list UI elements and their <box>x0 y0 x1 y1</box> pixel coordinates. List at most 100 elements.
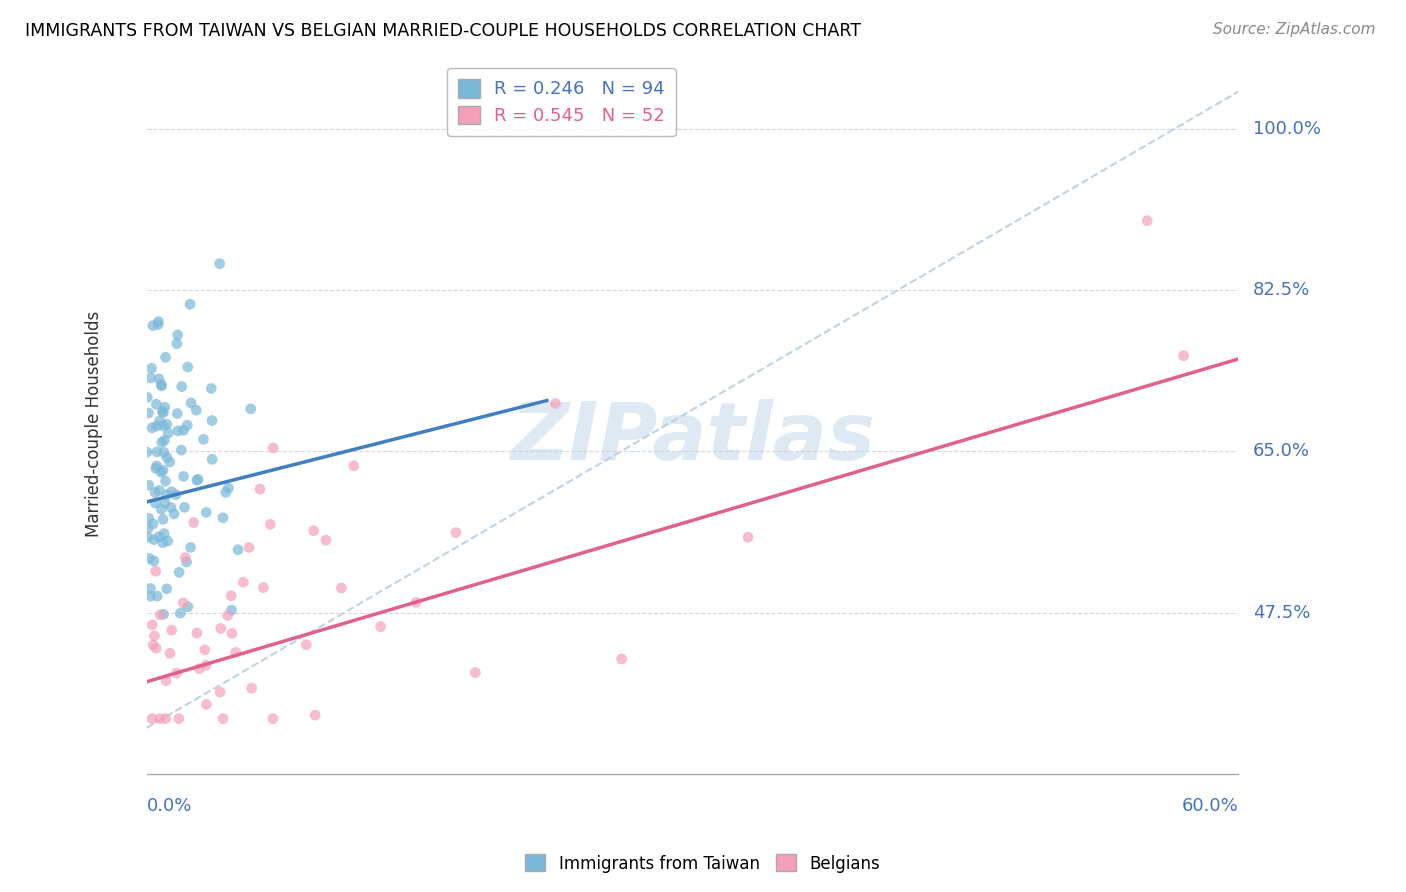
Point <box>370 619 392 633</box>
Point <box>179 297 201 311</box>
Point <box>152 607 174 622</box>
Point <box>1136 213 1159 227</box>
Text: 100.0%: 100.0% <box>1253 120 1320 137</box>
Point <box>262 712 284 726</box>
Point <box>159 455 181 469</box>
Point <box>209 685 232 699</box>
Point <box>173 469 195 483</box>
Point <box>142 638 165 652</box>
Point <box>262 441 284 455</box>
Point <box>141 617 163 632</box>
Text: IMMIGRANTS FROM TAIWAN VS BELGIAN MARRIED-COUPLE HOUSEHOLDS CORRELATION CHART: IMMIGRANTS FROM TAIWAN VS BELGIAN MARRIE… <box>25 22 862 40</box>
Point <box>405 595 427 609</box>
Point <box>150 465 173 479</box>
Point <box>177 599 200 614</box>
Point <box>225 645 247 659</box>
Point <box>156 582 179 596</box>
Point <box>172 423 194 437</box>
Point <box>167 424 190 438</box>
Point <box>208 257 231 271</box>
Point <box>153 434 176 448</box>
Point <box>142 533 165 547</box>
Point <box>180 396 202 410</box>
Point <box>145 641 167 656</box>
Point <box>1173 349 1195 363</box>
Point <box>180 541 202 555</box>
Point <box>146 589 169 603</box>
Point <box>166 327 188 342</box>
Point <box>155 673 177 688</box>
Point <box>167 566 190 580</box>
Point <box>149 712 172 726</box>
Point <box>138 478 160 492</box>
Point <box>188 662 211 676</box>
Point <box>155 351 177 365</box>
Point <box>195 658 218 673</box>
Point <box>221 626 243 640</box>
Point <box>167 712 190 726</box>
Point <box>212 712 235 726</box>
Point <box>170 443 193 458</box>
Point <box>444 525 467 540</box>
Point <box>221 603 243 617</box>
Point <box>160 623 183 637</box>
Point <box>160 500 183 515</box>
Point <box>295 638 318 652</box>
Point <box>150 377 173 392</box>
Point <box>170 379 193 393</box>
Point <box>193 433 215 447</box>
Point <box>172 596 194 610</box>
Text: 65.0%: 65.0% <box>1253 442 1310 460</box>
Point <box>148 372 170 386</box>
Point <box>239 401 262 416</box>
Point <box>217 608 239 623</box>
Point <box>166 666 188 681</box>
Point <box>150 404 173 418</box>
Point <box>186 403 208 417</box>
Point <box>343 458 366 473</box>
Point <box>149 607 172 622</box>
Point <box>139 582 162 596</box>
Point <box>153 496 176 510</box>
Point <box>152 406 174 420</box>
Point <box>156 450 179 465</box>
Point <box>169 606 191 620</box>
Point <box>141 421 163 435</box>
Point <box>209 622 232 636</box>
Point <box>315 533 337 548</box>
Point <box>145 564 167 578</box>
Point <box>183 516 205 530</box>
Text: 0.0%: 0.0% <box>146 797 193 815</box>
Point <box>138 551 160 566</box>
Point <box>200 382 222 396</box>
Point <box>215 485 238 500</box>
Text: ZIPatlas: ZIPatlas <box>510 399 875 476</box>
Point <box>217 481 239 495</box>
Point <box>176 555 198 569</box>
Point <box>155 712 177 726</box>
Point <box>136 391 159 405</box>
Point <box>252 581 274 595</box>
Point <box>195 698 218 712</box>
Point <box>226 542 249 557</box>
Point <box>139 589 162 603</box>
Point <box>145 496 167 510</box>
Point <box>544 396 567 410</box>
Point <box>464 665 486 680</box>
Point <box>219 589 242 603</box>
Point <box>152 463 174 477</box>
Point <box>156 417 179 432</box>
Point <box>145 458 167 473</box>
Point <box>186 473 208 487</box>
Point <box>610 652 633 666</box>
Point <box>166 336 188 351</box>
Point <box>150 379 173 393</box>
Point <box>249 482 271 496</box>
Point <box>238 541 260 555</box>
Point <box>149 414 172 428</box>
Point <box>212 510 235 524</box>
Point <box>302 524 325 538</box>
Point <box>187 472 209 486</box>
Point <box>159 646 181 660</box>
Point <box>201 452 224 467</box>
